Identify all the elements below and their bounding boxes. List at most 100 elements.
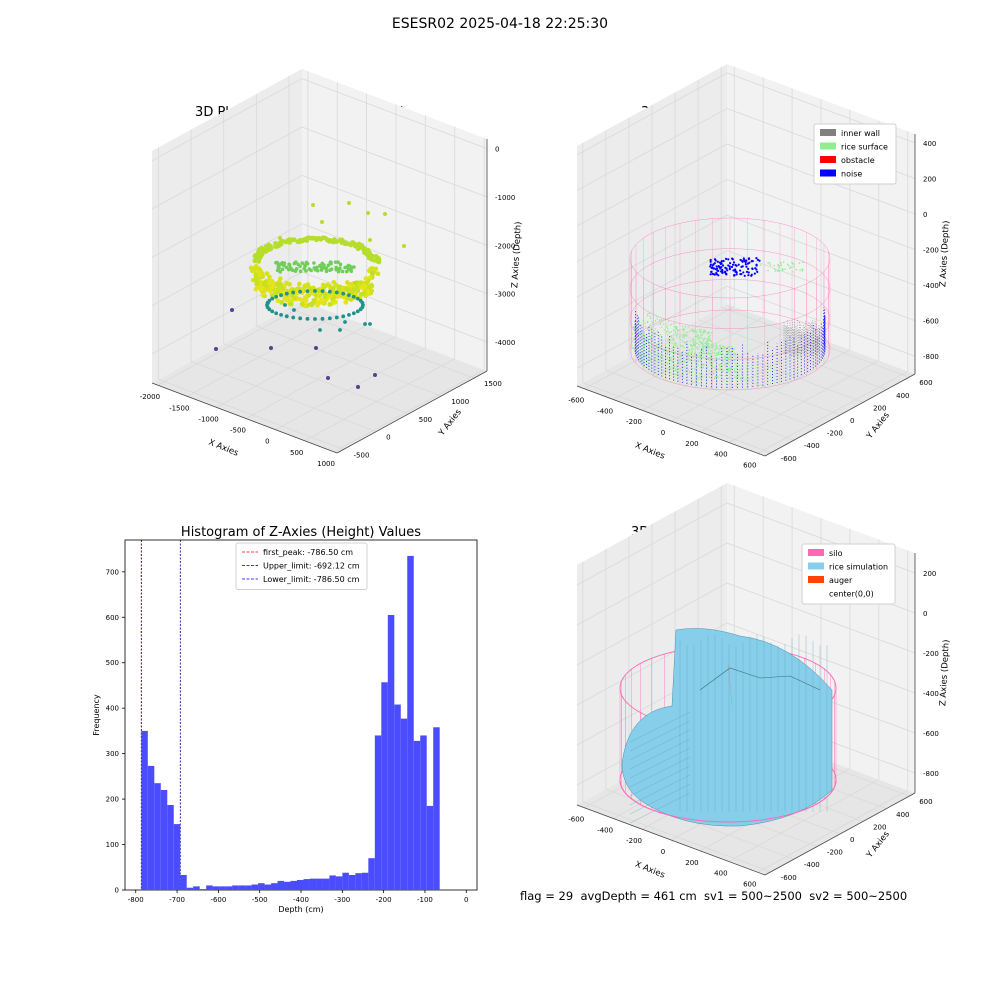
rice-surface-point	[713, 360, 715, 362]
mesh-line	[629, 711, 691, 743]
rice-surface-point	[633, 348, 635, 351]
raw-point	[351, 311, 356, 316]
rice-surface-point	[711, 332, 713, 334]
rice-surface-point	[722, 345, 724, 348]
rice-surface-point	[769, 262, 771, 264]
rice-surface-point	[642, 354, 645, 356]
histogram-bar	[199, 889, 207, 890]
y-tick-label: 600	[106, 614, 119, 622]
noise-point	[742, 271, 745, 274]
raw-point	[260, 274, 266, 280]
rice-surface-point	[700, 328, 702, 331]
rice-surface-point	[649, 315, 651, 318]
raw-point	[370, 271, 374, 275]
rice-surface-point	[671, 351, 674, 354]
z-grid-line	[301, 126, 488, 198]
y-tick-label: -600	[781, 874, 797, 882]
rice-surface-point	[665, 331, 667, 334]
x-tick-label: 1000	[317, 460, 335, 468]
raw-point	[277, 265, 281, 269]
rice-surface-point	[687, 353, 690, 356]
histogram-bar	[232, 885, 239, 890]
raw-point	[343, 320, 347, 324]
raw-point	[402, 244, 406, 248]
y-axis-line	[764, 792, 916, 876]
rice-surface-point	[631, 333, 634, 335]
rice-surface-point	[689, 340, 691, 342]
histogram-bar	[251, 884, 259, 890]
rice-surface-point	[730, 346, 733, 348]
z-grid-line	[151, 126, 303, 210]
histogram-bar	[316, 878, 323, 890]
raw-point	[298, 316, 303, 321]
rice-surface-point	[738, 369, 741, 372]
rice-surface-point	[672, 356, 674, 358]
rice-surface-point	[704, 352, 706, 354]
rice-surface-point	[728, 358, 730, 360]
histogram-bar	[322, 878, 330, 890]
rice-surface-point	[655, 315, 658, 318]
rice-surface-point	[708, 346, 711, 349]
x-tick-label: 0	[661, 848, 665, 856]
z-grid-line	[151, 174, 303, 258]
rice-surface-point	[683, 337, 685, 339]
rice-surface-point	[714, 370, 716, 372]
rice-surface-point	[649, 335, 652, 338]
x-tick-label: -2000	[140, 393, 160, 401]
rice-surface-point	[666, 346, 668, 348]
rice-surface-point	[791, 261, 793, 264]
rice-surface-point	[739, 377, 741, 380]
rice-surface-point	[680, 353, 682, 355]
raw-point	[334, 290, 339, 295]
x-tick-label: 400	[714, 451, 727, 459]
rice-surface-point	[671, 338, 674, 341]
rice-surface-point	[696, 342, 698, 344]
rice-surface-point	[710, 340, 712, 342]
rice-surface-point	[687, 326, 689, 328]
x-axis-label: Depth (cm)	[278, 905, 323, 914]
rice-surface-point	[667, 367, 670, 369]
raw-point	[348, 242, 354, 248]
histogram-bar	[212, 886, 220, 890]
z-grid-line	[301, 223, 488, 295]
rice-surface-point	[734, 356, 736, 358]
rice-surface-point	[801, 268, 804, 271]
rice-surface-point	[659, 323, 661, 326]
noise-point	[732, 269, 735, 272]
rice-surface-point	[683, 330, 685, 332]
rice-surface-point	[723, 379, 725, 381]
rice-surface-point	[707, 349, 709, 352]
x-axis-label: X Axies	[633, 441, 666, 462]
z-grid-line	[151, 78, 303, 162]
histogram-bar	[154, 783, 161, 890]
noise-point	[747, 267, 750, 270]
x-tick-label: -200	[626, 837, 642, 845]
rice-surface-point	[658, 335, 661, 337]
rice-surface-point	[646, 315, 649, 317]
y-tick-label: -600	[781, 455, 797, 463]
z-grid-line	[576, 502, 728, 586]
rice-surface-point	[719, 348, 722, 350]
rice-surface-point	[718, 358, 720, 360]
z-tick-label: -400	[923, 282, 939, 290]
raw-point	[305, 289, 310, 294]
rice-surface-point	[727, 370, 730, 372]
noise-point	[719, 267, 722, 270]
rice-surface-point	[666, 330, 668, 332]
rice-surface-point	[725, 375, 727, 377]
rice-surface-point	[630, 346, 633, 349]
chart-3-title: Histogram of Z-Axies (Height) Values	[181, 525, 421, 540]
raw-point	[329, 260, 333, 264]
rice-surface-point	[778, 270, 780, 272]
rice-surface-point	[710, 354, 712, 356]
x-tick-label: 400	[714, 870, 727, 878]
histogram-bar	[180, 875, 187, 890]
rice-surface-point	[684, 325, 687, 328]
rice-surface-point	[730, 355, 732, 357]
y-axis-label: Y Axies	[864, 410, 892, 442]
rice-surface-point	[683, 328, 685, 331]
legend-label: obstacle	[841, 156, 875, 165]
rice-surface-point	[727, 360, 730, 363]
raw-point	[274, 311, 279, 316]
rice-surface-point	[738, 374, 740, 376]
